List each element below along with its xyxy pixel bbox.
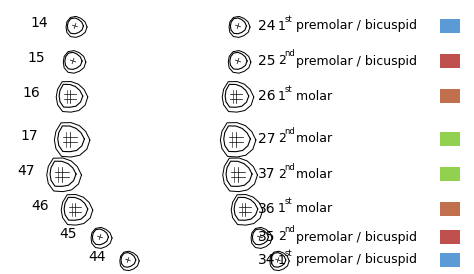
Text: 46: 46 [31,199,49,213]
Text: 17: 17 [20,129,38,143]
Text: 45: 45 [60,227,77,241]
Text: 44: 44 [89,250,106,264]
Text: premolar / bicuspid: premolar / bicuspid [292,19,417,33]
Text: 1: 1 [278,253,286,267]
Text: 25: 25 [258,54,275,68]
FancyBboxPatch shape [440,253,460,267]
Text: molar: molar [292,167,332,181]
Text: 36: 36 [258,202,275,216]
Text: premolar / bicuspid: premolar / bicuspid [292,230,417,244]
Text: 1: 1 [278,202,286,215]
Text: 14: 14 [30,16,48,30]
Text: 27: 27 [258,132,275,146]
FancyBboxPatch shape [440,230,460,244]
FancyBboxPatch shape [440,89,460,103]
Text: 37: 37 [258,167,275,181]
Text: 1: 1 [278,19,286,33]
Text: premolar / bicuspid: premolar / bicuspid [292,253,417,267]
Text: 16: 16 [22,86,40,100]
Text: 15: 15 [27,51,45,65]
Text: 2: 2 [278,167,286,181]
Text: 2: 2 [278,55,286,67]
Text: nd: nd [284,50,295,59]
Text: st: st [284,15,292,24]
Text: nd: nd [284,162,295,172]
Text: 35: 35 [258,230,275,244]
FancyBboxPatch shape [440,19,460,33]
FancyBboxPatch shape [440,202,460,216]
Text: 1: 1 [278,90,286,102]
Text: nd: nd [284,127,295,136]
FancyBboxPatch shape [440,54,460,68]
Text: st: st [284,198,292,207]
Text: 34: 34 [258,253,275,267]
Text: st: st [284,84,292,93]
Text: molar: molar [292,90,332,102]
FancyBboxPatch shape [440,132,460,146]
Text: premolar / bicuspid: premolar / bicuspid [292,55,417,67]
Text: 2: 2 [278,133,286,145]
Text: nd: nd [284,226,295,235]
Text: 47: 47 [17,164,35,178]
Text: 24: 24 [258,19,275,33]
Text: st: st [284,249,292,258]
Text: molar: molar [292,133,332,145]
Text: 26: 26 [258,89,275,103]
Text: molar: molar [292,202,332,215]
Text: 2: 2 [278,230,286,244]
FancyBboxPatch shape [440,167,460,181]
